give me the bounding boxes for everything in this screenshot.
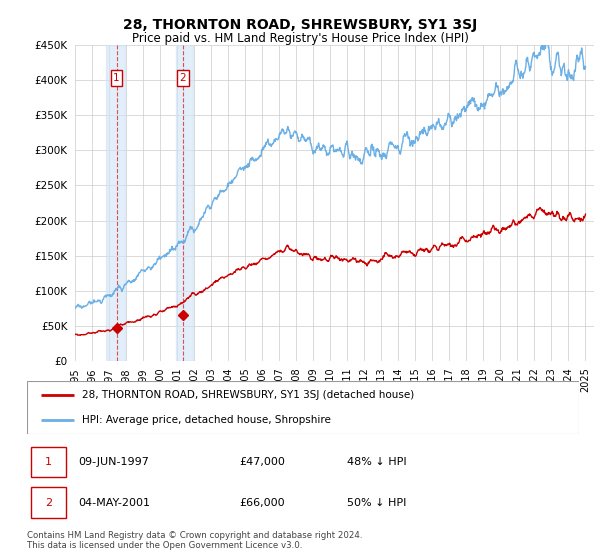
Text: 28, THORNTON ROAD, SHREWSBURY, SY1 3SJ (detached house): 28, THORNTON ROAD, SHREWSBURY, SY1 3SJ (…: [82, 390, 415, 400]
Text: 2: 2: [179, 73, 186, 83]
Bar: [176, 45, 193, 361]
Text: 09-JUN-1997: 09-JUN-1997: [78, 457, 149, 466]
Text: 04-MAY-2001: 04-MAY-2001: [78, 497, 150, 507]
Text: 1: 1: [113, 73, 120, 83]
Bar: [106, 45, 125, 361]
Text: Contains HM Land Registry data © Crown copyright and database right 2024.
This d: Contains HM Land Registry data © Crown c…: [27, 531, 362, 550]
Text: 28, THORNTON ROAD, SHREWSBURY, SY1 3SJ: 28, THORNTON ROAD, SHREWSBURY, SY1 3SJ: [123, 18, 477, 32]
Text: £47,000: £47,000: [239, 457, 286, 466]
FancyBboxPatch shape: [31, 446, 65, 477]
FancyBboxPatch shape: [31, 487, 65, 517]
Text: 1: 1: [45, 457, 52, 466]
Text: 50% ↓ HPI: 50% ↓ HPI: [347, 497, 407, 507]
Text: Price paid vs. HM Land Registry's House Price Index (HPI): Price paid vs. HM Land Registry's House …: [131, 32, 469, 45]
Text: 2: 2: [45, 497, 52, 507]
Text: 48% ↓ HPI: 48% ↓ HPI: [347, 457, 407, 466]
Text: £66,000: £66,000: [239, 497, 285, 507]
Text: HPI: Average price, detached house, Shropshire: HPI: Average price, detached house, Shro…: [82, 414, 331, 424]
